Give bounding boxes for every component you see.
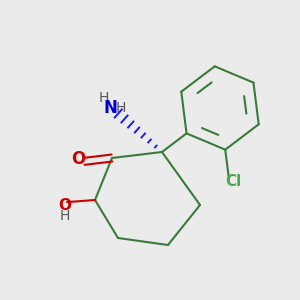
Text: O: O: [71, 150, 85, 168]
Text: O: O: [58, 198, 72, 213]
Text: Cl: Cl: [225, 174, 241, 189]
Text: N: N: [103, 99, 117, 117]
Text: H: H: [99, 91, 109, 105]
Text: H: H: [116, 101, 126, 115]
Text: H: H: [60, 209, 70, 223]
